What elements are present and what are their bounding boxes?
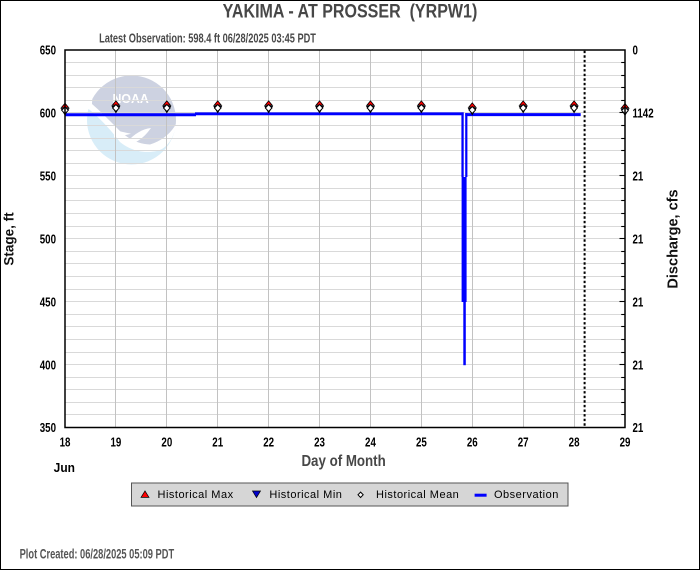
svg-text:21: 21: [212, 437, 223, 451]
svg-text:Historical Min: Historical Min: [269, 489, 342, 501]
svg-text:Discharge, cfs: Discharge, cfs: [666, 189, 682, 288]
svg-text:23: 23: [314, 437, 325, 451]
svg-text:Stage, ft: Stage, ft: [2, 212, 17, 266]
svg-text:1142: 1142: [633, 107, 654, 121]
svg-text:YAKIMA - AT PROSSER (YRPW1): YAKIMA - AT PROSSER (YRPW1): [223, 0, 478, 22]
svg-text:21: 21: [633, 233, 644, 247]
svg-text:19: 19: [110, 437, 121, 451]
svg-text:Plot Created: 06/28/2025 05:09: Plot Created: 06/28/2025 05:09 PDT: [20, 548, 175, 562]
svg-text:400: 400: [40, 359, 56, 373]
svg-text:21: 21: [633, 422, 644, 436]
svg-text:27: 27: [518, 437, 529, 451]
svg-text:500: 500: [40, 233, 56, 247]
svg-text:22: 22: [263, 437, 274, 451]
svg-text:29: 29: [620, 437, 631, 451]
svg-text:21: 21: [633, 170, 644, 184]
svg-text:Jun: Jun: [54, 461, 75, 476]
svg-text:600: 600: [40, 107, 56, 121]
svg-text:26: 26: [467, 437, 478, 451]
svg-text:450: 450: [40, 296, 56, 310]
svg-text:21: 21: [633, 359, 644, 373]
svg-text:Day of Month: Day of Month: [301, 453, 385, 470]
svg-text:NOAA: NOAA: [112, 92, 148, 106]
svg-text:550: 550: [40, 170, 56, 184]
svg-text:24: 24: [365, 437, 376, 451]
svg-text:Latest Observation: 598.4 ft 0: Latest Observation: 598.4 ft 06/28/2025 …: [99, 32, 316, 46]
svg-text:25: 25: [416, 437, 427, 451]
svg-text:0: 0: [633, 45, 638, 59]
svg-text:Observation: Observation: [494, 489, 559, 501]
svg-text:21: 21: [633, 296, 644, 310]
svg-text:350: 350: [40, 422, 56, 436]
svg-text:Historical Max: Historical Max: [158, 489, 234, 501]
svg-text:650: 650: [40, 45, 56, 59]
svg-text:18: 18: [60, 437, 71, 451]
svg-text:Historical Mean: Historical Mean: [376, 489, 459, 501]
svg-text:20: 20: [161, 437, 172, 451]
svg-text:28: 28: [569, 437, 580, 451]
